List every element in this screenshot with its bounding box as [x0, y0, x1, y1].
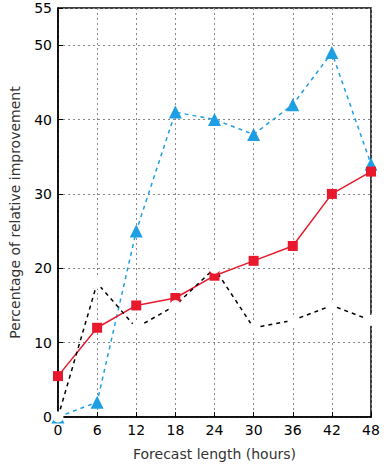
svg-text:36: 36: [284, 422, 302, 438]
svg-text:55: 55: [34, 0, 52, 16]
svg-text:Forecast length (hours): Forecast length (hours): [133, 446, 296, 462]
svg-text:12: 12: [127, 422, 145, 438]
svg-text:0: 0: [54, 422, 63, 438]
svg-text:30: 30: [34, 186, 52, 202]
svg-text:Percentage of relative improve: Percentage of relative improvement: [7, 86, 23, 339]
svg-text:24: 24: [206, 422, 224, 438]
svg-text:20: 20: [34, 260, 52, 276]
svg-text:42: 42: [323, 422, 341, 438]
svg-text:50: 50: [34, 37, 52, 53]
svg-text:48: 48: [362, 422, 380, 438]
svg-text:6: 6: [93, 422, 102, 438]
svg-text:30: 30: [245, 422, 263, 438]
svg-text:10: 10: [34, 335, 52, 351]
svg-text:40: 40: [34, 112, 52, 128]
svg-text:18: 18: [166, 422, 184, 438]
svg-text:0: 0: [43, 409, 52, 425]
